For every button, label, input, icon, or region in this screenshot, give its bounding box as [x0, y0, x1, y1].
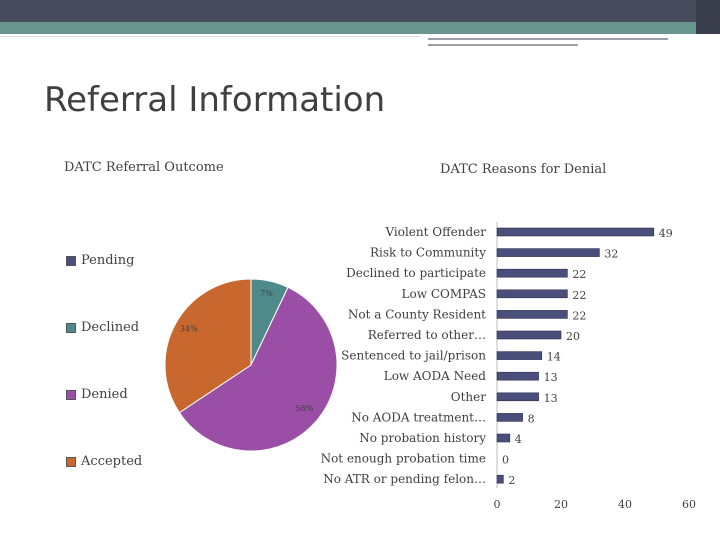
- slide-title: Referral Information: [44, 80, 386, 120]
- bar-value-label: 49: [659, 227, 673, 240]
- bar-value-label: 4: [515, 433, 522, 446]
- bar-category-label: No ATR or pending felon…: [323, 472, 486, 486]
- bar-category-label: Risk to Community: [370, 246, 486, 260]
- bar-value-label: 32: [604, 248, 618, 261]
- bar-value-label: 8: [528, 412, 535, 425]
- decorative-line: [428, 38, 668, 40]
- decorative-line: [0, 36, 420, 37]
- bar-value-label: 22: [572, 309, 586, 322]
- bar: [496, 268, 568, 278]
- header-accent-strip: [0, 22, 720, 34]
- pie-slice-denied: [178, 286, 338, 452]
- decorative-line: [428, 44, 578, 46]
- bar-category-label: Not enough probation time: [321, 452, 486, 466]
- bar-category-label: Low AODA Need: [384, 369, 487, 383]
- header-corner-block: [696, 0, 720, 34]
- legend-swatch: [66, 322, 76, 333]
- header-bar: [0, 0, 720, 22]
- bar-category-label: Violent Offender: [384, 225, 486, 239]
- bar-category-label: Other: [451, 390, 486, 404]
- bar-category-label: Declined to participate: [346, 266, 486, 280]
- legend-label: Declined: [81, 320, 140, 335]
- bar: [496, 351, 543, 360]
- bar: [496, 248, 600, 257]
- pie-slice-accepted: [164, 278, 252, 414]
- bar-category-label: Sentenced to jail/prison: [341, 349, 486, 363]
- x-tick-label: 40: [618, 498, 632, 511]
- bar-value-label: 20: [566, 330, 580, 343]
- x-tick-label: 20: [554, 498, 568, 511]
- legend-item-accepted: Accepted: [66, 454, 142, 469]
- bar: [496, 310, 568, 319]
- bar: [496, 392, 539, 402]
- bar-chart-title: DATC Reasons for Denial: [440, 162, 607, 177]
- bar-value-label: 13: [544, 392, 558, 405]
- legend-swatch: [66, 389, 76, 400]
- bar: [496, 474, 504, 484]
- bar-value-label: 14: [547, 351, 561, 364]
- bar-category-label: No AODA treatment…: [351, 410, 486, 424]
- bar-category-label: Referred to other…: [368, 328, 486, 342]
- bar-category-label: No probation history: [359, 431, 486, 445]
- bar: [496, 371, 539, 381]
- bar-value-label: 2: [508, 474, 515, 487]
- bar-category-label: Low COMPAS: [402, 287, 486, 301]
- legend-item-denied: Denied: [66, 387, 128, 402]
- legend-label: Denied: [81, 387, 128, 402]
- x-tick-label: 0: [494, 498, 501, 511]
- bar: [496, 330, 562, 340]
- legend-label: Pending: [81, 253, 135, 268]
- legend-item-pending: Pending: [66, 253, 134, 268]
- bar-value-label: 0: [502, 454, 509, 467]
- legend-swatch: [66, 456, 76, 467]
- bar-value-label: 22: [572, 289, 586, 302]
- bar-category-label: Not a County Resident: [348, 307, 486, 321]
- bar: [496, 289, 568, 299]
- bar-value-label: 13: [544, 371, 558, 384]
- bar: [496, 227, 655, 237]
- pie-chart-title: DATC Referral Outcome: [64, 160, 224, 175]
- legend-swatch: [66, 255, 76, 266]
- bar-value-label: 22: [572, 268, 586, 281]
- legend-label: Accepted: [81, 454, 143, 469]
- x-tick-label: 60: [682, 498, 696, 511]
- pie-slice-label: 58%: [295, 404, 313, 413]
- bar: [496, 433, 511, 443]
- bar: [496, 413, 523, 422]
- legend-item-declined: Declined: [66, 320, 139, 335]
- pie-slice-label: 34%: [180, 325, 198, 334]
- pie-slice-label: 7%: [260, 289, 273, 298]
